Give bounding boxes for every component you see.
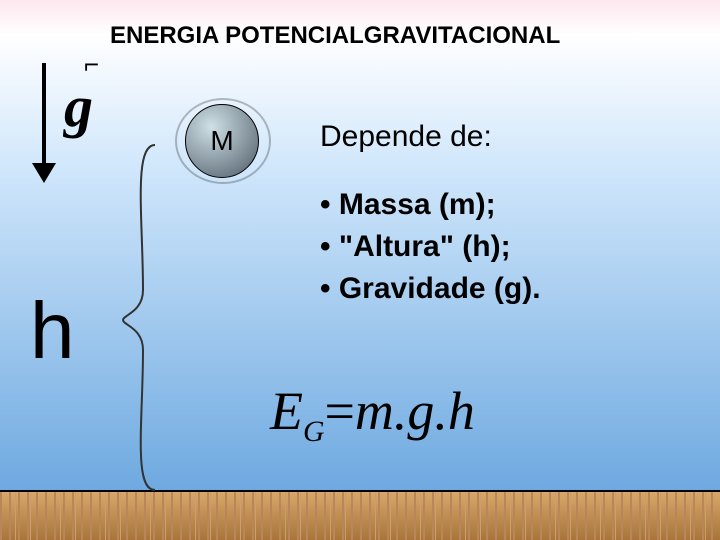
gravity-letter: g xyxy=(64,73,93,140)
gravity-vector: ⌐ g xyxy=(30,35,110,175)
height-label: h xyxy=(30,285,75,377)
bullet-item: • "Altura" (h); xyxy=(320,230,541,264)
slide-title: ENERGIA POTENCIALGRAVITACIONAL xyxy=(110,22,560,50)
formula-eq: = xyxy=(324,381,354,441)
mass-ball: M xyxy=(185,104,259,178)
gravity-arrow-head xyxy=(32,163,56,183)
mass-label: M xyxy=(210,125,233,157)
energy-formula: EG=m.g.h xyxy=(270,380,475,449)
bullet-item: • Massa (m); xyxy=(320,188,541,222)
depends-text: Depende de: xyxy=(320,120,492,154)
bullet-item: • Gravidade (g). xyxy=(320,272,541,306)
ground-wood xyxy=(0,490,720,540)
formula-E: E xyxy=(270,381,303,441)
gravity-arrow-shaft xyxy=(42,63,46,165)
formula-sub: G xyxy=(303,416,324,448)
height-brace xyxy=(115,140,165,500)
bullet-list: • Massa (m); • "Altura" (h); • Gravidade… xyxy=(320,188,541,314)
formula-rhs: m.g.h xyxy=(355,381,475,441)
